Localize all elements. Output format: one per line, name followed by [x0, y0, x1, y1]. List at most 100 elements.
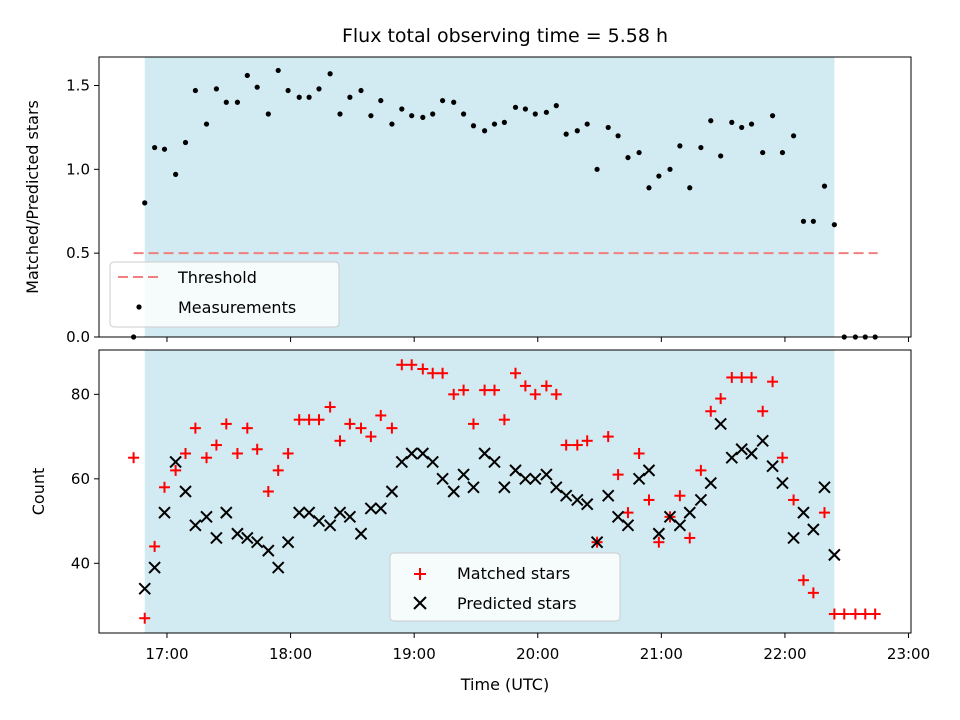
predicted-marker-b: [590, 535, 604, 549]
matched-star-point: [139, 612, 151, 624]
predicted-star-point: [416, 447, 430, 460]
measurement-point: [203, 121, 210, 127]
predicted-star-point: [714, 417, 727, 431]
matched-star-point: [705, 405, 717, 417]
matched-star-point: [818, 507, 830, 519]
predicted-star-point: [797, 506, 810, 519]
matched-star-point: [201, 452, 213, 464]
predicted-star-point: [488, 455, 501, 469]
measurement-point: [512, 104, 519, 110]
measurement-point: [285, 87, 291, 94]
matched-star-point: [510, 367, 522, 379]
predicted-marker-b: [725, 451, 738, 464]
measurement-point: [532, 111, 538, 117]
measurement-point: [213, 86, 220, 92]
predicted-star-point: [281, 535, 295, 549]
matched-star-point: [643, 494, 655, 506]
top-legend-box: [109, 261, 340, 328]
predicted-marker-b: [323, 519, 337, 532]
predicted-marker-b: [148, 561, 161, 574]
matched-star-point: [498, 414, 510, 426]
measurement-point: [708, 118, 714, 124]
bottom-xtick-label: 21:00: [640, 645, 683, 663]
measurement-point: [625, 154, 631, 161]
predicted-marker-b: [293, 506, 306, 519]
predicted-marker-b: [189, 519, 202, 532]
predicted-marker-b: [540, 468, 553, 481]
matched-star-point: [869, 608, 881, 620]
predicted-marker-b: [745, 447, 758, 460]
predicted-marker-b: [447, 485, 460, 498]
predicted-star-point: [683, 506, 696, 519]
matched-star-point: [128, 452, 140, 464]
predicted-marker-b: [200, 510, 213, 524]
measurement-point: [563, 131, 569, 137]
predicted-star-point: [447, 485, 460, 498]
predicted-marker-b: [694, 493, 708, 507]
bottom-legend: Matched stars Predicted stars: [389, 552, 621, 622]
matched-star-point: [220, 418, 232, 430]
measurement-point: [739, 124, 745, 131]
predicted-star-point: [529, 472, 542, 486]
predicted-marker-b: [807, 523, 820, 536]
predicted-marker-b: [220, 506, 233, 519]
matched-star-point: [375, 409, 387, 421]
measurement-point: [748, 121, 755, 127]
measurement-point: [430, 111, 436, 117]
measurement-point: [316, 86, 322, 92]
predicted-star-point: [200, 510, 213, 524]
predicted-marker-b: [374, 502, 387, 515]
predicted-star-point: [559, 489, 573, 502]
measurement-point: [327, 71, 333, 77]
measurement-point: [142, 200, 148, 206]
predicted-marker-b: [756, 434, 769, 448]
measurement-point: [378, 97, 384, 104]
matched-star-point: [344, 418, 356, 430]
predicted-marker-b: [250, 535, 264, 549]
predicted-star-point: [426, 455, 439, 469]
bottom-y-axis-label: Count: [29, 468, 48, 516]
measurement-point: [234, 99, 241, 105]
matched-star-point: [736, 371, 748, 383]
matched-star-point: [715, 393, 727, 405]
predicted-star-point: [571, 493, 584, 507]
predicted-star-point: [590, 535, 604, 549]
matched-star-point: [406, 359, 418, 371]
matched-star-point: [581, 435, 593, 447]
predicted-star-point: [436, 472, 449, 486]
top-legend: Threshold Measurements: [109, 261, 340, 328]
measurement-point: [368, 113, 374, 119]
matched-star-point: [653, 536, 665, 548]
matched-star-point: [550, 388, 562, 400]
flux-ratio-panel: 0.0 0.5 1.0 1.5 Matched/Predicted stars Thr…: [23, 56, 912, 346]
predicted-marker-b: [179, 485, 192, 498]
matched-star-point: [262, 486, 274, 497]
predicted-marker-b: [828, 548, 841, 562]
predicted-star-point: [457, 468, 470, 481]
matched-star-point: [334, 435, 346, 447]
predicted-star-point: [262, 544, 275, 557]
predicted-marker-b: [343, 510, 357, 524]
matched-star-point: [293, 414, 305, 426]
matched-star-point: [437, 367, 449, 379]
measurement-point: [399, 106, 405, 112]
predicted-star-point: [250, 535, 264, 549]
predicted-marker-b: [571, 493, 584, 507]
bottom-xtick-label: 22:00: [763, 645, 806, 663]
predicted-star-point: [169, 455, 182, 469]
measurement-point: [522, 106, 528, 112]
predicted-star-point: [179, 485, 192, 498]
matched-star-point: [231, 447, 243, 459]
predicted-marker-b: [138, 582, 151, 595]
predicted-marker-b: [652, 527, 666, 540]
predicted-marker-b: [405, 447, 418, 460]
predicted-marker-b: [488, 455, 501, 469]
predicted-marker-b: [787, 531, 800, 545]
measurement-point: [677, 143, 683, 149]
measurement-point: [729, 119, 735, 125]
matched-star-point: [529, 388, 541, 400]
matched-star-point: [622, 507, 634, 519]
predicted-marker-b: [436, 472, 449, 486]
predicted-star-point: [540, 468, 553, 481]
predicted-star-point: [632, 472, 646, 486]
